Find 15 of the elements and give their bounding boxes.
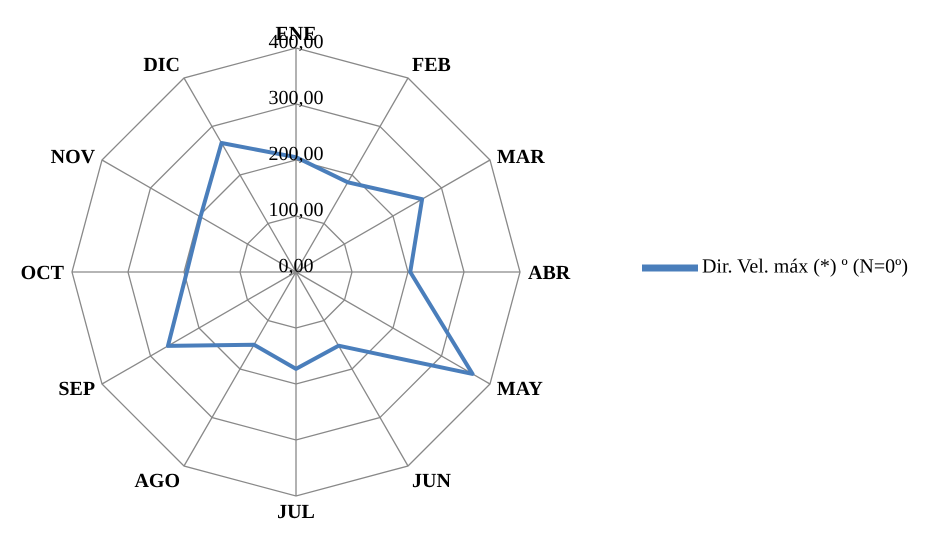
spoke-label: SEP (58, 378, 96, 400)
spoke-label: MAR (496, 146, 546, 168)
spoke-label: JUL (277, 501, 315, 524)
y-tick-label: 0,00 (278, 255, 314, 277)
spoke-label: JUN (412, 470, 452, 492)
spoke-label: AGO (134, 470, 180, 492)
legend-label: Dir. Vel. máx (*) º (N=0º) (702, 256, 908, 278)
spoke-label: ABR (528, 262, 571, 284)
spoke-label: DIC (143, 54, 180, 76)
y-tick-label: 300,00 (268, 87, 324, 109)
spoke-label: OCT (20, 262, 65, 284)
y-tick-label: 100,00 (268, 199, 324, 221)
spoke-label: NOV (50, 146, 96, 168)
spoke-label: MAY (496, 378, 544, 400)
spoke-label: FEB (412, 54, 451, 76)
